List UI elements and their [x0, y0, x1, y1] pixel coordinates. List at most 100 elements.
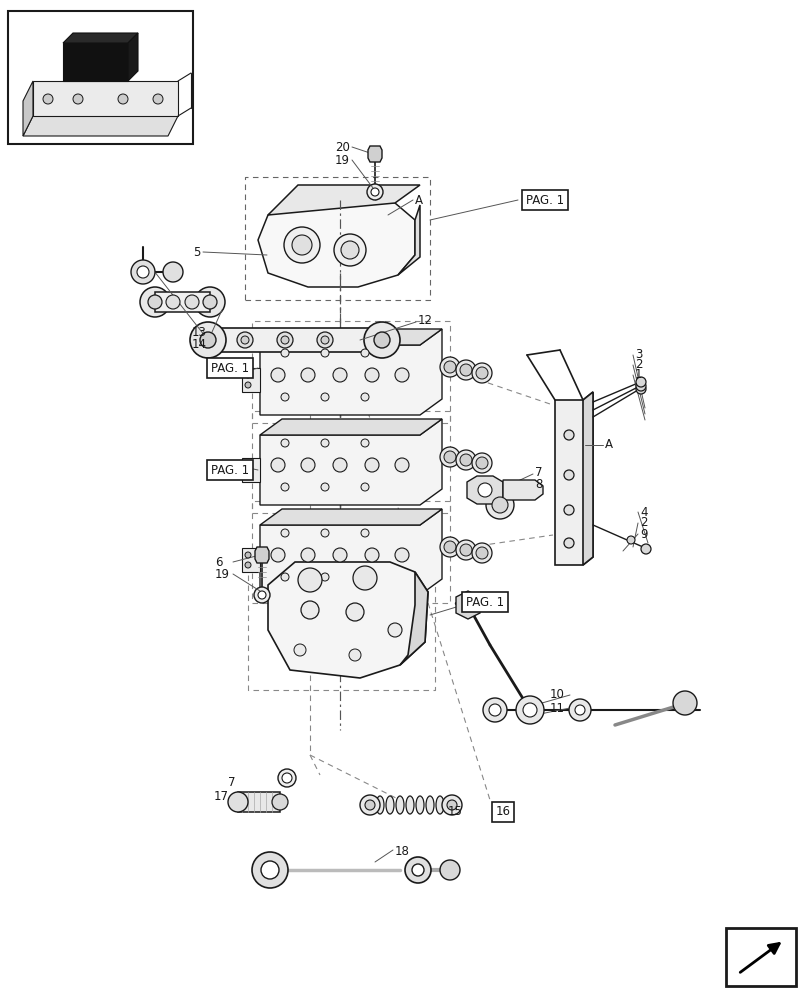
Text: 2: 2: [634, 359, 642, 371]
Circle shape: [320, 573, 328, 581]
Circle shape: [371, 188, 379, 196]
Circle shape: [635, 381, 646, 391]
Ellipse shape: [375, 796, 384, 814]
Text: 6: 6: [215, 556, 222, 568]
Circle shape: [367, 184, 383, 200]
Circle shape: [491, 497, 508, 513]
Circle shape: [320, 393, 328, 401]
Text: 2: 2: [639, 516, 646, 530]
Circle shape: [118, 94, 128, 104]
Circle shape: [564, 430, 573, 440]
Circle shape: [486, 491, 513, 519]
Circle shape: [281, 529, 289, 537]
Polygon shape: [208, 328, 381, 352]
Circle shape: [333, 458, 346, 472]
Circle shape: [456, 360, 475, 380]
Ellipse shape: [415, 796, 423, 814]
Circle shape: [333, 368, 346, 382]
Circle shape: [440, 357, 460, 377]
Circle shape: [460, 544, 471, 556]
Polygon shape: [397, 205, 419, 275]
Circle shape: [388, 623, 401, 637]
Text: 18: 18: [394, 845, 410, 858]
Circle shape: [333, 548, 346, 562]
Polygon shape: [502, 480, 543, 500]
Circle shape: [365, 458, 379, 472]
Circle shape: [564, 538, 573, 548]
Circle shape: [564, 505, 573, 515]
Ellipse shape: [406, 796, 414, 814]
Circle shape: [635, 377, 646, 387]
Circle shape: [440, 537, 460, 557]
Polygon shape: [155, 292, 210, 312]
Text: A: A: [414, 194, 423, 207]
Circle shape: [361, 573, 368, 581]
Circle shape: [333, 234, 366, 266]
Circle shape: [281, 336, 289, 344]
Circle shape: [277, 769, 296, 787]
Circle shape: [522, 703, 536, 717]
Circle shape: [237, 332, 253, 348]
Text: PAG. 1: PAG. 1: [211, 464, 249, 477]
Circle shape: [564, 470, 573, 480]
Circle shape: [281, 349, 289, 357]
Text: 8: 8: [534, 478, 542, 490]
Circle shape: [488, 704, 500, 716]
Circle shape: [163, 262, 182, 282]
Text: 16: 16: [495, 805, 510, 818]
Circle shape: [320, 439, 328, 447]
Circle shape: [271, 368, 285, 382]
Polygon shape: [466, 476, 502, 504]
Circle shape: [245, 552, 251, 558]
Polygon shape: [260, 509, 441, 525]
Polygon shape: [268, 185, 419, 215]
Circle shape: [320, 336, 328, 344]
Text: 7: 7: [228, 776, 235, 788]
Circle shape: [471, 543, 491, 563]
Polygon shape: [23, 116, 178, 136]
Polygon shape: [242, 548, 260, 572]
Text: 12: 12: [418, 314, 432, 326]
Circle shape: [301, 368, 315, 382]
Circle shape: [574, 705, 584, 715]
Circle shape: [148, 295, 162, 309]
Polygon shape: [242, 458, 260, 482]
Polygon shape: [260, 329, 441, 345]
Circle shape: [361, 529, 368, 537]
Circle shape: [365, 548, 379, 562]
Polygon shape: [258, 197, 414, 287]
Polygon shape: [255, 547, 268, 563]
Circle shape: [298, 568, 322, 592]
Polygon shape: [8, 11, 193, 144]
Circle shape: [394, 368, 409, 382]
Text: 3: 3: [634, 349, 642, 361]
Circle shape: [165, 295, 180, 309]
Circle shape: [281, 773, 292, 783]
Text: 17: 17: [214, 790, 229, 802]
Circle shape: [349, 649, 361, 661]
Circle shape: [456, 540, 475, 560]
Polygon shape: [260, 419, 441, 505]
Circle shape: [345, 603, 363, 621]
Circle shape: [569, 699, 590, 721]
Circle shape: [152, 94, 163, 104]
Circle shape: [361, 439, 368, 447]
Circle shape: [228, 792, 247, 812]
Circle shape: [444, 361, 456, 373]
Circle shape: [446, 800, 457, 810]
Circle shape: [271, 458, 285, 472]
Circle shape: [254, 587, 270, 603]
Ellipse shape: [426, 796, 433, 814]
Circle shape: [460, 454, 471, 466]
Text: 19: 19: [335, 154, 350, 167]
Circle shape: [301, 458, 315, 472]
Circle shape: [294, 644, 306, 656]
Circle shape: [635, 384, 646, 394]
Polygon shape: [33, 81, 178, 116]
Circle shape: [245, 372, 251, 378]
Circle shape: [277, 332, 293, 348]
Circle shape: [374, 332, 389, 348]
Text: 7: 7: [534, 466, 542, 479]
Circle shape: [475, 547, 487, 559]
Circle shape: [365, 800, 375, 810]
